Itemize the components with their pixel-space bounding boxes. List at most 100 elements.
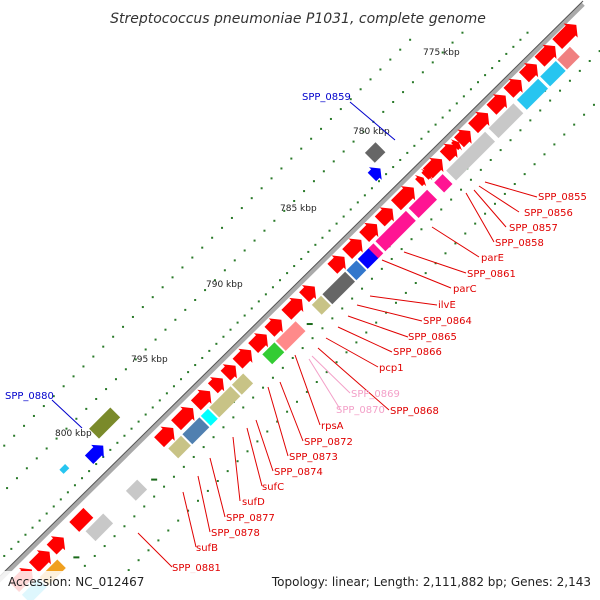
gene-label[interactable]: SPP_0855 xyxy=(538,192,587,203)
guide-dot xyxy=(42,405,45,408)
gene-label[interactable]: rpsA xyxy=(321,421,344,432)
guide-dot xyxy=(460,188,463,191)
gene-label[interactable]: SPP_0877 xyxy=(226,513,275,524)
guide-dot xyxy=(314,243,317,246)
gene-label[interactable]: sufC xyxy=(262,482,284,493)
guide-dot xyxy=(568,79,571,82)
guide-dot xyxy=(461,31,464,34)
guide-dot xyxy=(440,208,443,211)
guide-dot xyxy=(281,366,284,369)
guide-dot xyxy=(144,413,147,416)
gene-label[interactable]: SPP_0857 xyxy=(509,223,558,234)
guide-dot xyxy=(349,208,352,211)
gene-label[interactable]: parC xyxy=(453,284,477,295)
gene-arrow xyxy=(486,94,507,115)
guide-dot xyxy=(321,236,324,239)
gene-arrow xyxy=(450,139,462,151)
guide-dot xyxy=(400,248,403,251)
guide-dot xyxy=(62,385,65,388)
guide-dot xyxy=(402,91,405,94)
guide-dot xyxy=(410,238,413,241)
gene-label[interactable]: ilvE xyxy=(438,300,456,311)
guide-dot xyxy=(270,177,273,180)
guide-dot xyxy=(137,420,140,423)
gene-label[interactable]: SPP_0865 xyxy=(408,332,457,343)
guide-dot xyxy=(236,321,239,324)
guide-dot xyxy=(271,376,274,379)
guide-dot xyxy=(157,539,160,542)
gene-arrow xyxy=(503,78,523,98)
gene-arrow xyxy=(29,550,51,573)
gene-label[interactable]: SPP_0878 xyxy=(211,528,260,539)
guide-dot xyxy=(503,192,506,195)
guide-dot xyxy=(493,202,496,205)
gene-feature xyxy=(200,408,218,426)
genome-backbone xyxy=(0,0,585,583)
gene-label[interactable]: SPP_0874 xyxy=(274,467,323,478)
guide-dot xyxy=(513,183,516,186)
guide-dot xyxy=(328,229,331,232)
gene-label[interactable]: SPP_0872 xyxy=(304,437,353,448)
gene-arrow xyxy=(154,426,175,448)
gene-arrow xyxy=(342,238,363,259)
guide-dot xyxy=(349,98,352,101)
guide-dot xyxy=(430,218,433,221)
guide-dot xyxy=(365,331,368,334)
guide-dot xyxy=(498,59,501,62)
gene-label[interactable]: SPP_0869 xyxy=(351,389,400,400)
guide-dot xyxy=(303,190,306,193)
gene-feature xyxy=(408,189,437,218)
gene-label[interactable]: sufD xyxy=(242,497,265,508)
guide-dot xyxy=(399,48,402,51)
guide-dot xyxy=(215,342,218,345)
guide-dot xyxy=(163,485,166,488)
guide-dot xyxy=(592,103,595,106)
guide-dot xyxy=(172,475,175,478)
guide-dot xyxy=(127,569,130,572)
guide-dot xyxy=(250,197,253,200)
guide-dot xyxy=(204,289,207,292)
guide-dot xyxy=(293,265,296,268)
guide-dot xyxy=(73,484,76,487)
gene-label[interactable]: SPP_0861 xyxy=(467,269,516,280)
guide-dot xyxy=(380,267,383,270)
gene-label[interactable]: SPP_0870 xyxy=(336,405,385,416)
guide-dot xyxy=(356,201,359,204)
guide-dot xyxy=(35,457,38,460)
gene-label[interactable]: sufB xyxy=(196,543,218,554)
gene-label[interactable]: SPP_0873 xyxy=(289,452,338,463)
tick-label: 775 kbp xyxy=(423,48,460,58)
gene-label[interactable]: parE xyxy=(481,253,504,264)
guide-dot xyxy=(499,149,502,152)
scale-ticks: 775 kbp 780 kbp 785 kbp 790 kbp 795 kbp … xyxy=(55,48,460,439)
gene-label[interactable]: SPP_0856 xyxy=(524,208,573,219)
guide-dot xyxy=(421,71,424,74)
guide-dot xyxy=(509,139,512,142)
gene-label[interactable]: SPP_0859 xyxy=(302,92,351,103)
guide-dot xyxy=(355,341,358,344)
guide-dot xyxy=(295,400,298,403)
gene-label[interactable]: pcp1 xyxy=(379,363,404,374)
gene-label[interactable]: SPP_0881 xyxy=(172,563,221,574)
gene-label[interactable]: SPP_0880 xyxy=(5,391,54,402)
guide-dot xyxy=(226,470,229,473)
guide-dot xyxy=(286,410,289,413)
guide-dot xyxy=(464,232,467,235)
guide-dot xyxy=(72,375,75,378)
guide-dot xyxy=(406,151,409,154)
guide-dot xyxy=(83,564,86,567)
guide-dot xyxy=(230,216,233,219)
guide-dot xyxy=(151,478,158,481)
guide-dot xyxy=(153,495,156,498)
gene-label[interactable]: SPP_0866 xyxy=(393,347,442,358)
guide-dot xyxy=(88,470,91,473)
guide-dot xyxy=(211,236,214,239)
gene-label[interactable]: SPP_0868 xyxy=(390,406,439,417)
guide-dot xyxy=(65,427,68,430)
accession-text: Accession: NC_012467 xyxy=(8,575,144,589)
guide-dot xyxy=(233,259,236,262)
gene-label[interactable]: SPP_0858 xyxy=(495,238,544,249)
guide-dot xyxy=(385,173,388,176)
guide-dot xyxy=(243,249,246,252)
gene-label[interactable]: SPP_0864 xyxy=(423,316,472,327)
